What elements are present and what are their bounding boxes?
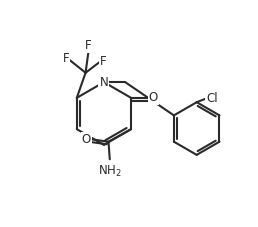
Text: F: F	[100, 55, 106, 68]
Text: F: F	[85, 39, 92, 52]
Text: N: N	[100, 76, 108, 89]
Text: NH$_2$: NH$_2$	[98, 164, 122, 179]
Text: F: F	[62, 52, 69, 65]
Text: O: O	[149, 91, 158, 104]
Text: Cl: Cl	[206, 92, 217, 105]
Text: O: O	[82, 133, 91, 146]
